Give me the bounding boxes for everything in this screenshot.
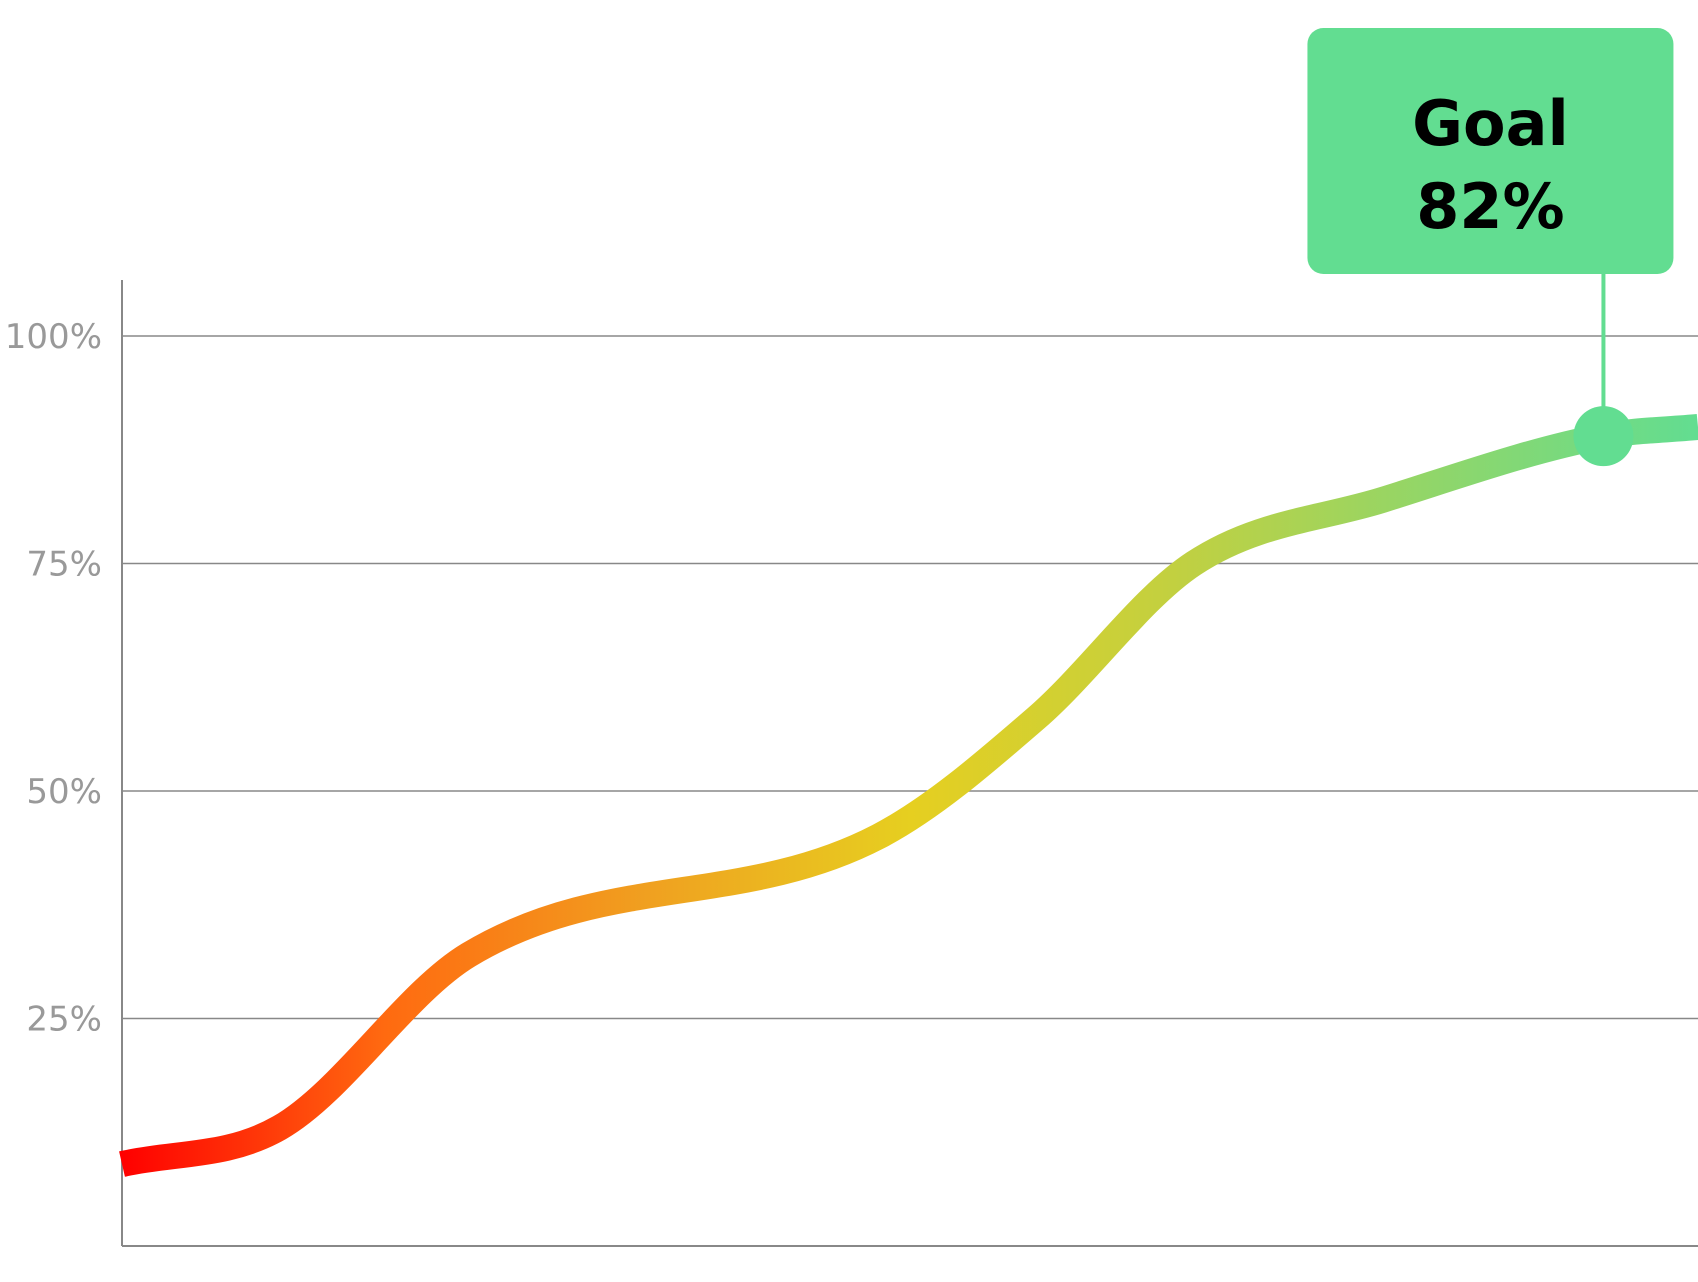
y-tick-label-50: 50% — [26, 772, 102, 812]
goal-callout-box — [1307, 28, 1674, 274]
y-axis-tick-labels: 25% 50% 75% 100% — [5, 317, 102, 1040]
y-tick-label-100: 100% — [5, 317, 102, 357]
goal-callout-value: 82% — [1416, 170, 1564, 243]
goal-callout-title: Goal — [1412, 87, 1569, 160]
goal-marker-dot — [1573, 406, 1634, 467]
y-tick-label-25: 25% — [26, 1000, 102, 1040]
goal-callout: Goal 82% — [1307, 28, 1674, 467]
progress-line — [119, 414, 1698, 1177]
gridlines — [122, 335, 1698, 1020]
y-tick-label-75: 75% — [26, 545, 102, 585]
